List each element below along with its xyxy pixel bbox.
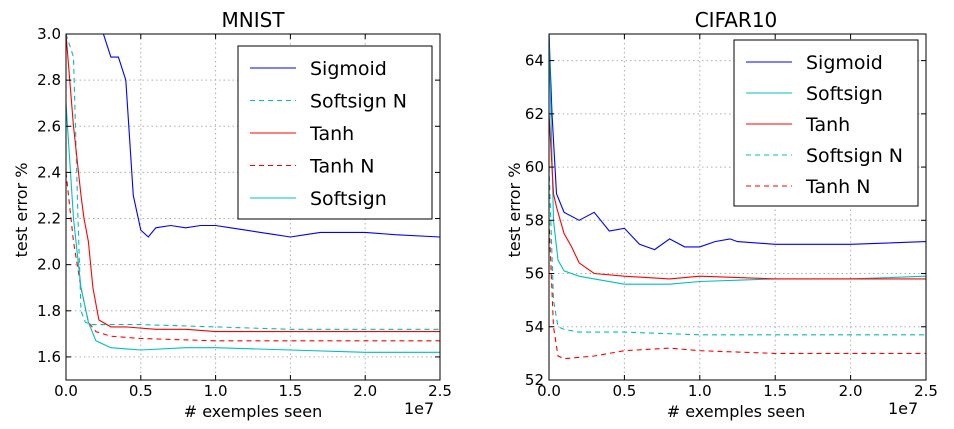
cifar10-ytick-label: 58: [525, 211, 544, 229]
mnist-ytick-label: 2.4: [37, 163, 61, 181]
cifar10-legend-label-tanh: Tanh: [805, 114, 850, 136]
cifar10-legend-label-softsign-n: Softsign N: [806, 145, 903, 167]
mnist-panel: MNIST test error % # exemples seen 1e7 0…: [12, 8, 452, 421]
mnist-ytick-label: 2.2: [37, 210, 61, 228]
cifar10-title: CIFAR10: [695, 8, 778, 32]
cifar10-legend: Sigmoid Softsign Tanh Softsign N Tanh N: [733, 39, 919, 207]
mnist-legend-label-sigmoid: Sigmoid: [310, 58, 387, 80]
cifar10-xtick-label: 1.0: [688, 382, 712, 400]
mnist-xtick-label: 1.5: [278, 382, 302, 400]
cifar10-xtick-label: 1.5: [763, 382, 787, 400]
mnist-ytick-label: 3.0: [37, 25, 61, 43]
cifar10-ytick-label: 54: [525, 318, 544, 336]
mnist-plot-frame: [65, 33, 441, 381]
cifar10-xlabel: # exemples seen: [667, 402, 806, 421]
cifar10-ytick-label: 52: [525, 371, 544, 389]
mnist-ytick-label: 2.8: [37, 71, 61, 89]
mnist-xtick-label: 0.5: [129, 382, 153, 400]
mnist-series-tanh: [66, 34, 440, 333]
mnist-ticks: 0.0 0.5 1.0 1.5 2.0 2.5 1.6 1.8 2.0 2.2 2.4 2.6 2.8 3…: [37, 25, 452, 400]
cifar10-xtick-label: 0.0: [537, 382, 561, 400]
cifar10-ytick-label: 64: [525, 52, 544, 70]
mnist-series: [66, 34, 440, 353]
mnist-xtick-label: 0.0: [54, 382, 78, 400]
mnist-xlabel: # exemples seen: [184, 402, 323, 421]
cifar10-xtick-label: 2.0: [839, 382, 863, 400]
mnist-xtick-label: 2.5: [428, 382, 452, 400]
mnist-x-exponent: 1e7: [404, 399, 434, 418]
cifar10-ticks: 0.0 0.5 1.0 1.5 2.0 2.5 52 54 56 58 60 62 64: [525, 34, 938, 400]
mnist-ytick-label: 1.8: [37, 302, 61, 320]
cifar10-legend-label-tanh-n: Tanh N: [805, 176, 870, 198]
cifar10-plot-frame: [548, 33, 927, 381]
mnist-legend-label-softsign-n: Softsign N: [310, 91, 407, 113]
mnist-ytick-label: 2.0: [37, 256, 61, 274]
cifar10-panel: CIFAR10 test error % # exemples seen 1e7…: [505, 8, 938, 421]
mnist-series-tanh-n: [66, 172, 440, 342]
mnist-series-sigmoid: [66, 34, 440, 238]
mnist-legend: Sigmoid Softsign N Tanh Tanh N Softsign: [237, 45, 433, 220]
cifar10-ylabel: test error %: [505, 163, 524, 258]
cifar10-series-tanh: [549, 113, 926, 280]
mnist-ytick-label: 2.6: [37, 117, 61, 135]
mnist-legend-label-tanh-n: Tanh N: [309, 156, 374, 178]
mnist-series-softsign: [66, 103, 440, 353]
mnist-title: MNIST: [221, 8, 285, 32]
mnist-legend-label-softsign: Softsign: [310, 188, 387, 210]
cifar10-x-exponent: 1e7: [888, 399, 918, 418]
cifar10-ytick-label: 62: [525, 105, 544, 123]
cifar10-xtick-label: 0.5: [612, 382, 636, 400]
cifar10-legend-box: [733, 39, 919, 207]
cifar10-ytick-label: 56: [525, 265, 544, 283]
cifar10-legend-label-softsign: Softsign: [806, 83, 883, 105]
mnist-xtick-label: 1.0: [204, 382, 228, 400]
mnist-ylabel: test error %: [12, 163, 31, 258]
cifar10-series-tanh-n: [549, 220, 926, 360]
mnist-xtick-label: 2.0: [353, 382, 377, 400]
cifar10-series: [549, 34, 926, 360]
cifar10-legend-label-sigmoid: Sigmoid: [806, 52, 883, 74]
cifar10-series-sigmoid: [549, 34, 926, 251]
cifar10-ytick-label: 60: [525, 158, 544, 176]
cifar10-series-softsign-n: [549, 167, 926, 336]
cifar10-xtick-label: 2.5: [914, 382, 938, 400]
mnist-series-softsign-n: [66, 34, 440, 330]
mnist-ytick-label: 1.6: [37, 348, 61, 366]
mnist-legend-label-tanh: Tanh: [309, 123, 354, 145]
